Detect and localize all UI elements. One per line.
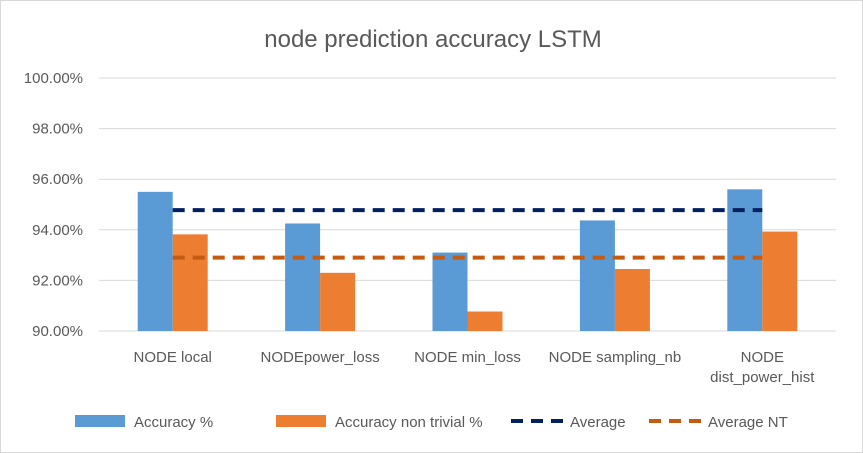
x-axis-labels: NODE local NODEpower_loss NODE min_loss NOD… — [134, 349, 816, 386]
y-tick-label: 98.00% — [32, 121, 83, 138]
bar-accuracy — [432, 252, 468, 331]
bar-accuracy — [579, 220, 615, 331]
y-tick-label: 92.00% — [32, 272, 83, 289]
bar-accuracy — [285, 223, 321, 331]
y-tick-label: 90.00% — [32, 323, 83, 340]
bar-accuracy-non-trivial — [762, 231, 798, 331]
bars — [137, 189, 798, 331]
legend-label: Average NT — [708, 414, 788, 431]
y-tick-label: 94.00% — [32, 222, 83, 239]
y-tick-label: 96.00% — [32, 171, 83, 188]
bar-accuracy — [727, 189, 763, 331]
legend: Accuracy % Accuracy non trivial % Average A… — [75, 414, 788, 431]
legend-label: Accuracy % — [134, 414, 213, 431]
category-label: NODEpower_loss — [260, 349, 379, 366]
category-label: NODE local — [134, 349, 212, 366]
legend-label: Accuracy non trivial % — [335, 414, 483, 431]
category-label: NODE min_loss — [414, 349, 521, 366]
bar-accuracy — [137, 191, 173, 331]
category-label: NODE sampling_nb — [549, 349, 682, 366]
legend-swatch — [75, 415, 125, 427]
bar-accuracy-non-trivial — [614, 269, 650, 331]
legend-swatch — [276, 415, 326, 427]
chart-title: node prediction accuracy LSTM — [264, 26, 602, 53]
category-label: NODE — [741, 349, 784, 366]
bar-accuracy-non-trivial — [467, 311, 503, 331]
category-label: dist_power_hist — [710, 369, 815, 386]
gridlines — [99, 77, 836, 332]
bar-accuracy-non-trivial — [320, 272, 356, 331]
legend-label: Average — [570, 414, 626, 431]
bar-accuracy-non-trivial — [172, 234, 208, 331]
y-axis-ticks: 90.00% 92.00% 94.00% 96.00% 98.00% 100.00% — [24, 70, 83, 340]
average-lines — [172, 208, 763, 260]
y-tick-label: 100.00% — [24, 70, 83, 87]
